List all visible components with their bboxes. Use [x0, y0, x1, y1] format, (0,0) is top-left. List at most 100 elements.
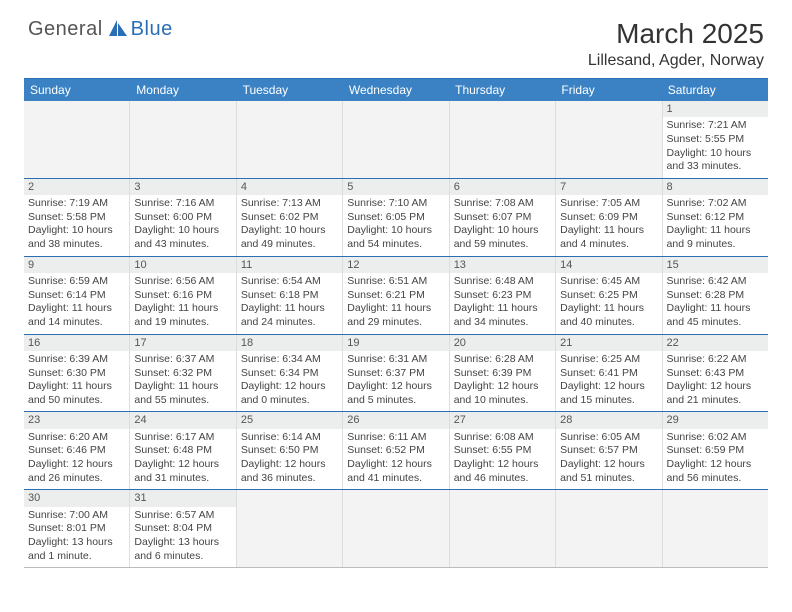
day-cell: 15 Sunrise: 6:42 AM Sunset: 6:28 PM Dayli… — [663, 257, 768, 334]
day-cell — [663, 490, 768, 567]
logo-text-general: General — [28, 18, 103, 41]
day-sun-info: Sunrise: 6:54 AM Sunset: 6:18 PM Dayligh… — [241, 275, 338, 330]
calendar: SundayMondayTuesdayWednesdayThursdayFrid… — [24, 78, 768, 568]
day-number: 1 — [663, 101, 768, 117]
day-sun-info: Sunrise: 6:11 AM Sunset: 6:52 PM Dayligh… — [347, 431, 444, 486]
day-number: 3 — [130, 179, 235, 195]
day-sun-info: Sunrise: 7:00 AM Sunset: 8:01 PM Dayligh… — [28, 509, 125, 564]
day-sun-info: Sunrise: 6:42 AM Sunset: 6:28 PM Dayligh… — [667, 275, 764, 330]
day-sun-info: Sunrise: 6:48 AM Sunset: 6:23 PM Dayligh… — [454, 275, 551, 330]
day-sun-info: Sunrise: 7:21 AM Sunset: 5:55 PM Dayligh… — [667, 119, 764, 174]
day-cell — [450, 101, 556, 178]
weekday-header: Tuesday — [237, 79, 343, 101]
day-cell: 20Sunrise: 6:28 AM Sunset: 6:39 PM Dayli… — [450, 335, 556, 412]
day-cell: 7 Sunrise: 7:05 AM Sunset: 6:09 PM Daylig… — [556, 179, 662, 256]
day-sun-info: Sunrise: 6:39 AM Sunset: 6:30 PM Dayligh… — [28, 353, 125, 408]
day-cell: 24 Sunrise: 6:17 AM Sunset: 6:48 PM Dayli… — [130, 412, 236, 489]
week-row: 30 Sunrise: 7:00 AM Sunset: 8:01 PM Dayli… — [24, 490, 768, 568]
day-cell: 10 Sunrise: 6:56 AM Sunset: 6:16 PM Dayli… — [130, 257, 236, 334]
day-cell: 9 Sunrise: 6:59 AM Sunset: 6:14 PM Daylig… — [24, 257, 130, 334]
week-row: 2 Sunrise: 7:19 AM Sunset: 5:58 PM Daylig… — [24, 179, 768, 257]
day-sun-info: Sunrise: 6:17 AM Sunset: 6:48 PM Dayligh… — [134, 431, 231, 486]
day-number: 12 — [343, 257, 448, 273]
day-sun-info: Sunrise: 7:05 AM Sunset: 6:09 PM Dayligh… — [560, 197, 657, 252]
week-row: 23 Sunrise: 6:20 AM Sunset: 6:46 PM Dayli… — [24, 412, 768, 490]
day-number: 25 — [237, 412, 342, 428]
sail-icon — [107, 18, 129, 41]
day-number: 30 — [24, 490, 129, 506]
day-number: 21 — [556, 335, 661, 351]
weekday-header: Wednesday — [343, 79, 449, 101]
day-number: 31 — [130, 490, 235, 506]
day-number: 28 — [556, 412, 661, 428]
day-cell: 28Sunrise: 6:05 AM Sunset: 6:57 PM Dayli… — [556, 412, 662, 489]
day-cell: 22 Sunrise: 6:22 AM Sunset: 6:43 PM Dayli… — [663, 335, 768, 412]
day-sun-info: Sunrise: 7:16 AM Sunset: 6:00 PM Dayligh… — [134, 197, 231, 252]
day-cell — [24, 101, 130, 178]
day-cell — [343, 490, 449, 567]
day-cell — [237, 101, 343, 178]
day-sun-info: Sunrise: 7:13 AM Sunset: 6:02 PM Dayligh… — [241, 197, 338, 252]
day-sun-info: Sunrise: 6:57 AM Sunset: 8:04 PM Dayligh… — [134, 509, 231, 564]
day-number: 10 — [130, 257, 235, 273]
weekday-header-row: SundayMondayTuesdayWednesdayThursdayFrid… — [24, 79, 768, 101]
day-cell: 11 Sunrise: 6:54 AM Sunset: 6:18 PM Dayli… — [237, 257, 343, 334]
day-cell: 21 Sunrise: 6:25 AM Sunset: 6:41 PM Dayli… — [556, 335, 662, 412]
day-cell — [343, 101, 449, 178]
day-cell — [237, 490, 343, 567]
day-cell: 18Sunrise: 6:34 AM Sunset: 6:34 PM Dayli… — [237, 335, 343, 412]
weekday-header: Saturday — [662, 79, 768, 101]
day-cell: 31 Sunrise: 6:57 AM Sunset: 8:04 PM Dayli… — [130, 490, 236, 567]
day-sun-info: Sunrise: 6:02 AM Sunset: 6:59 PM Dayligh… — [667, 431, 764, 486]
day-sun-info: Sunrise: 7:19 AM Sunset: 5:58 PM Dayligh… — [28, 197, 125, 252]
day-number: 29 — [663, 412, 768, 428]
day-number: 7 — [556, 179, 661, 195]
day-sun-info: Sunrise: 6:14 AM Sunset: 6:50 PM Dayligh… — [241, 431, 338, 486]
day-number: 2 — [24, 179, 129, 195]
day-sun-info: Sunrise: 6:08 AM Sunset: 6:55 PM Dayligh… — [454, 431, 551, 486]
day-number: 9 — [24, 257, 129, 273]
day-cell: 1 Sunrise: 7:21 AM Sunset: 5:55 PM Daylig… — [663, 101, 768, 178]
day-sun-info: Sunrise: 6:25 AM Sunset: 6:41 PM Dayligh… — [560, 353, 657, 408]
day-cell: 30 Sunrise: 7:00 AM Sunset: 8:01 PM Dayli… — [24, 490, 130, 567]
logo: General Blue — [28, 18, 173, 41]
day-number: 11 — [237, 257, 342, 273]
day-cell: 4 Sunrise: 7:13 AM Sunset: 6:02 PM Daylig… — [237, 179, 343, 256]
day-cell: 14Sunrise: 6:45 AM Sunset: 6:25 PM Dayli… — [556, 257, 662, 334]
day-number: 16 — [24, 335, 129, 351]
day-sun-info: Sunrise: 6:56 AM Sunset: 6:16 PM Dayligh… — [134, 275, 231, 330]
location-text: Lillesand, Agder, Norway — [588, 52, 764, 70]
day-sun-info: Sunrise: 7:10 AM Sunset: 6:05 PM Dayligh… — [347, 197, 444, 252]
day-cell: 27 Sunrise: 6:08 AM Sunset: 6:55 PM Dayli… — [450, 412, 556, 489]
day-sun-info: Sunrise: 6:34 AM Sunset: 6:34 PM Dayligh… — [241, 353, 338, 408]
day-cell: 17Sunrise: 6:37 AM Sunset: 6:32 PM Dayli… — [130, 335, 236, 412]
day-sun-info: Sunrise: 6:20 AM Sunset: 6:46 PM Dayligh… — [28, 431, 125, 486]
day-number: 5 — [343, 179, 448, 195]
week-row: 16 Sunrise: 6:39 AM Sunset: 6:30 PM Dayli… — [24, 335, 768, 413]
header: General Blue March 2025 Lillesand, Agder… — [0, 0, 792, 78]
weekday-header: Monday — [130, 79, 236, 101]
day-cell: 5 Sunrise: 7:10 AM Sunset: 6:05 PM Daylig… — [343, 179, 449, 256]
day-sun-info: Sunrise: 6:22 AM Sunset: 6:43 PM Dayligh… — [667, 353, 764, 408]
day-cell: 13 Sunrise: 6:48 AM Sunset: 6:23 PM Dayli… — [450, 257, 556, 334]
day-sun-info: Sunrise: 6:45 AM Sunset: 6:25 PM Dayligh… — [560, 275, 657, 330]
day-number: 15 — [663, 257, 768, 273]
day-number: 23 — [24, 412, 129, 428]
day-number: 13 — [450, 257, 555, 273]
day-cell: 19Sunrise: 6:31 AM Sunset: 6:37 PM Dayli… — [343, 335, 449, 412]
day-number: 24 — [130, 412, 235, 428]
day-sun-info: Sunrise: 6:59 AM Sunset: 6:14 PM Dayligh… — [28, 275, 125, 330]
day-cell: 29 Sunrise: 6:02 AM Sunset: 6:59 PM Dayli… — [663, 412, 768, 489]
day-cell — [556, 101, 662, 178]
day-cell: 16 Sunrise: 6:39 AM Sunset: 6:30 PM Dayli… — [24, 335, 130, 412]
day-cell — [450, 490, 556, 567]
weekday-header: Sunday — [24, 79, 130, 101]
day-sun-info: Sunrise: 6:37 AM Sunset: 6:32 PM Dayligh… — [134, 353, 231, 408]
day-cell: 25 Sunrise: 6:14 AM Sunset: 6:50 PM Dayli… — [237, 412, 343, 489]
weekday-header: Thursday — [449, 79, 555, 101]
day-cell: 23 Sunrise: 6:20 AM Sunset: 6:46 PM Dayli… — [24, 412, 130, 489]
week-row: 9 Sunrise: 6:59 AM Sunset: 6:14 PM Daylig… — [24, 257, 768, 335]
day-number: 27 — [450, 412, 555, 428]
day-number: 4 — [237, 179, 342, 195]
day-number: 22 — [663, 335, 768, 351]
